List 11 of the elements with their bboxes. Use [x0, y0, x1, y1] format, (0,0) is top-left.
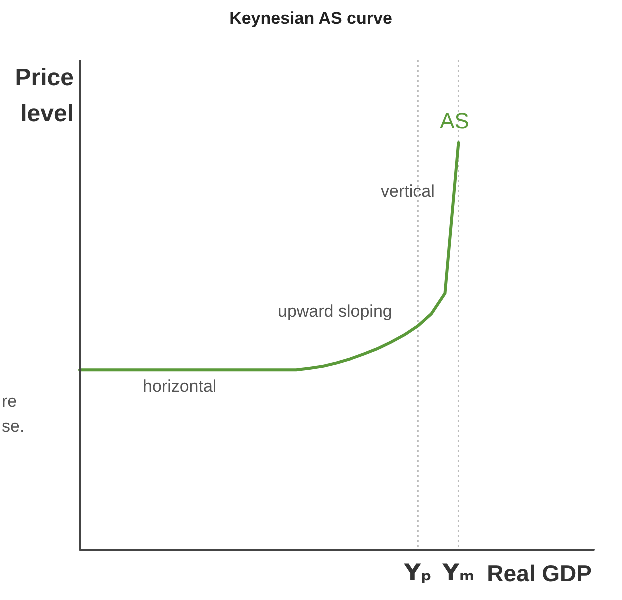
annotation: upward sloping [278, 302, 392, 321]
annotation: horizontal [143, 377, 217, 396]
x-axis-title: Real GDP [487, 560, 592, 586]
text: se. [2, 417, 25, 436]
text: re [2, 392, 18, 411]
annotation: vertical [381, 182, 435, 201]
series-label: AS [440, 108, 470, 134]
x-tick-label: Yₚ [403, 560, 432, 586]
x-tick-label: Yₘ [442, 560, 475, 586]
y-axis-title: Price level [15, 64, 74, 128]
chart-title: Keynesian AS curve [230, 9, 392, 28]
